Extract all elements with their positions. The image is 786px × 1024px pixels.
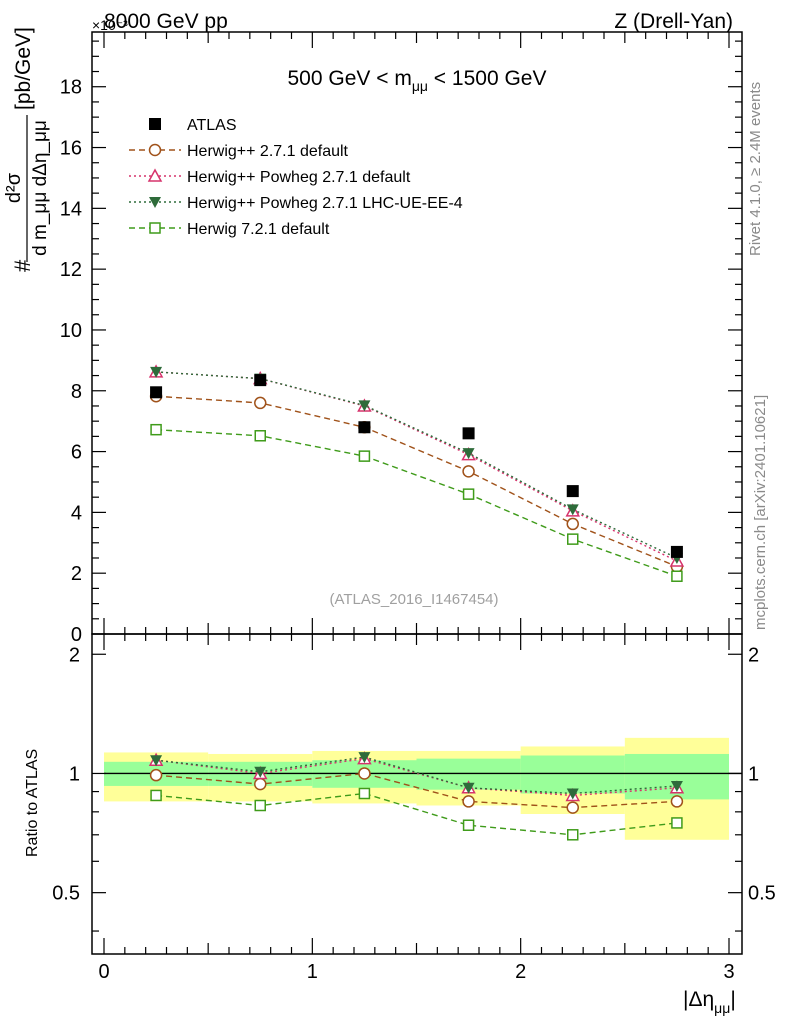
- ratio-y-tick-label-right: 1: [748, 763, 759, 785]
- ratio-point-herwig7-1: [254, 799, 266, 812]
- y-label-denominator: d m_μμ dΔη_μμ: [30, 120, 51, 256]
- x-axis-label: |Δημμ|: [683, 988, 736, 1016]
- ratio-point-herwig_pp_default-3: [462, 795, 475, 808]
- legend-label-herwig_pp_default: Herwig++ 2.7.1 default: [187, 143, 349, 160]
- ratio-point-herwig_pp_default-4: [566, 801, 579, 814]
- main-y-tick-label: 16: [60, 138, 82, 160]
- plot-title: 500 GeV < mμμ < 1500 GeV: [288, 67, 547, 94]
- main-y-axis-label: # d²σ d m_μμ dΔη_μμ [pb/GeV]: [3, 27, 51, 272]
- ratio-band-inner-4: [520, 755, 625, 794]
- ratio-y-axis: 0.5 0.5 1 1 2 2: [52, 644, 776, 932]
- legend-marker-herwig_pp_default: [148, 143, 162, 157]
- ratio-line-herwig_pp_powheg: [155, 757, 677, 797]
- main-point-herwig_pp_default-3: [462, 465, 475, 478]
- legend-marker-herwig_pp_powheg: [147, 168, 163, 182]
- main-y-axis: 0 2 4 6 8 10 12 14 16 18: [60, 32, 742, 646]
- header-collider: 8000 GeV pp: [104, 10, 228, 33]
- main-point-atlas-5: [670, 545, 683, 558]
- main-line-herwig_pp_powheg: [156, 371, 678, 562]
- ratio-x-tick-label: 3: [723, 961, 734, 983]
- main-point-herwig7-3: [462, 488, 475, 500]
- legend-label-atlas: ATLAS: [187, 117, 237, 134]
- ratio-point-herwig_pp_powheg_lhc-5: [670, 780, 683, 792]
- main-point-herwig7-1: [254, 430, 266, 442]
- main-line-herwig7: [156, 428, 678, 577]
- main-point-atlas-1: [254, 374, 267, 387]
- main-y-tick-label: 2: [71, 563, 82, 585]
- main-point-herwig_pp_powheg_lhc-3: [462, 448, 475, 460]
- ratio-point-herwig7-3: [462, 819, 475, 831]
- ratio-point-herwig_pp_default-1: [254, 777, 267, 791]
- main-y-tick-label: 14: [60, 198, 82, 220]
- ratio-line-herwig7: [156, 792, 677, 836]
- ratio-line-herwig_pp_default: [156, 772, 677, 809]
- ratio-point-herwig_pp_powheg_lhc-4: [566, 788, 579, 800]
- legend-marker-herwig_pp_powheg_lhc: [149, 197, 161, 208]
- y-label-numerator: d²σ: [3, 172, 25, 203]
- main-point-atlas-4: [566, 485, 579, 498]
- main-y-tick-label: 10: [60, 320, 82, 342]
- legend-label-herwig_pp_powheg: Herwig++ Powheg 2.7.1 default: [187, 169, 411, 186]
- ratio-y-tick-label-right: 2: [748, 644, 759, 666]
- main-y-tick-label: 8: [71, 381, 82, 403]
- main-point-herwig_pp_default-4: [566, 517, 579, 531]
- header-process: Z (Drell-Yan): [614, 10, 733, 33]
- ratio-line-herwig_pp_powheg_lhc: [156, 756, 677, 795]
- y-label-prefix: #: [10, 259, 35, 272]
- main-point-herwig_pp_default-1: [254, 396, 267, 410]
- ratio-point-herwig_pp_default-5: [670, 795, 684, 808]
- rivet-version-label: Rivet 4.1.0, ≥ 2.4M events: [747, 82, 764, 256]
- main-line-herwig_pp_powheg_lhc: [156, 371, 678, 559]
- main-panel: 0 2 4 6 8 10 12 14 16 18 500 GeV < mμμ < 1500 GeV…: [3, 27, 743, 646]
- main-point-herwig_pp_powheg_lhc-2: [358, 400, 371, 412]
- ratio-y-tick-label: 1: [69, 763, 80, 785]
- ratio-point-herwig7-0: [150, 789, 162, 802]
- ratio-plot-marks: [104, 737, 742, 841]
- main-point-atlas-3: [462, 427, 475, 440]
- legend-label-herwig7: Herwig 7.2.1 default: [187, 221, 330, 238]
- ratio-point-herwig_pp_powheg_lhc-2: [358, 752, 371, 764]
- ratio-panel: 0.5 0.5 1 1 2 2 0 1 2 3 Ratio to ATLAS |Δημμ|: [24, 633, 776, 1016]
- ratio-y-axis-label: Ratio to ATLAS: [24, 749, 41, 857]
- ratio-x-tick-label: 0: [98, 961, 109, 983]
- main-point-herwig7-0: [150, 423, 162, 436]
- main-y-tick-label: 6: [71, 442, 82, 464]
- legend-label-herwig_pp_powheg_lhc: Herwig++ Powheg 2.7.1 LHC-UE-EE-4: [187, 195, 463, 212]
- main-point-herwig7-2: [358, 450, 371, 462]
- y-scale-multiplier: ×10⁻³: [92, 17, 128, 33]
- main-plot-marks: [148, 364, 685, 582]
- ratio-point-herwig_pp_powheg_lhc-1: [254, 766, 267, 778]
- ratio-point-herwig_pp_powheg_lhc-0: [150, 755, 163, 767]
- main-line-herwig_pp_default: [156, 395, 678, 568]
- legend-marker-atlas: [149, 118, 161, 130]
- mcplots-label: mcplots.cern.ch [arXiv:2401.10621]: [752, 395, 769, 630]
- legend-marker-herwig7: [149, 222, 161, 234]
- ratio-y-tick-label-right: 0.5: [748, 883, 776, 905]
- main-point-atlas-2: [358, 421, 371, 434]
- main-point-herwig_pp_powheg_lhc-0: [150, 366, 163, 378]
- ratio-point-herwig7-5: [671, 817, 683, 829]
- ratio-x-axis: 0 1 2 3: [98, 634, 735, 983]
- ratio-y-tick-label: 0.5: [52, 883, 80, 905]
- ratio-x-tick-label: 1: [307, 961, 318, 983]
- main-y-tick-label: 0: [71, 624, 82, 646]
- ratio-point-herwig7-4: [567, 829, 579, 841]
- main-y-tick-label: 12: [60, 259, 82, 281]
- main-y-tick-label: 18: [60, 77, 82, 99]
- ratio-point-herwig_pp_default-0: [149, 768, 163, 782]
- main-y-tick-label: 4: [71, 502, 82, 524]
- main-point-herwig_pp_powheg_lhc-4: [566, 504, 579, 516]
- ratio-point-herwig_pp_default-2: [358, 767, 371, 780]
- legend: ATLAS Herwig++ 2.7.1 default Herwig++ Powh…: [129, 117, 463, 238]
- main-point-herwig7-5: [671, 570, 683, 582]
- ratio-point-herwig_pp_powheg_lhc-3: [462, 782, 475, 794]
- ratio-x-tick-label: 2: [515, 961, 526, 983]
- ratio-y-tick-label: 2: [69, 644, 80, 666]
- analysis-watermark: (ATLAS_2016_I1467454): [329, 591, 498, 608]
- y-label-unit: [pb/GeV]: [12, 27, 35, 110]
- main-point-atlas-0: [150, 386, 163, 399]
- ratio-point-herwig7-2: [358, 787, 371, 800]
- main-point-herwig7-4: [567, 533, 579, 545]
